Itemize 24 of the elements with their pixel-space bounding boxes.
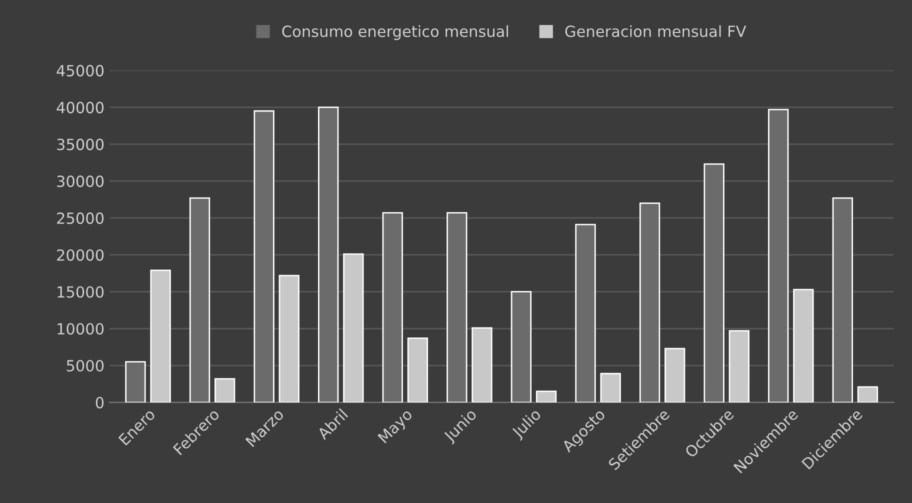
y-tick-label: 15000 <box>58 286 104 298</box>
bar <box>536 390 557 402</box>
legend-label: Generacion mensual FV <box>565 25 746 38</box>
y-tick-label: 30000 <box>57 176 104 188</box>
legend-label: Consumo energetico mensual <box>282 25 508 40</box>
bar <box>472 327 492 402</box>
bar <box>278 274 300 402</box>
bar <box>600 372 621 402</box>
bar <box>793 288 814 402</box>
y-tick-label: 0 <box>96 396 104 408</box>
y-tick-label: 35000 <box>57 138 104 150</box>
bar <box>857 386 878 402</box>
bar <box>728 330 750 402</box>
bar <box>343 253 364 402</box>
bar <box>150 270 171 402</box>
bar <box>214 378 236 402</box>
y-tick-label: 45000 <box>56 64 104 76</box>
y-tick-label: 40000 <box>56 102 104 114</box>
y-tick-label: 25000 <box>57 212 104 224</box>
bar <box>407 338 428 402</box>
bar <box>664 348 686 402</box>
y-tick-label: 20000 <box>57 249 104 261</box>
y-tick-label: 5000 <box>66 360 104 372</box>
y-tick-label: 10000 <box>58 323 104 335</box>
